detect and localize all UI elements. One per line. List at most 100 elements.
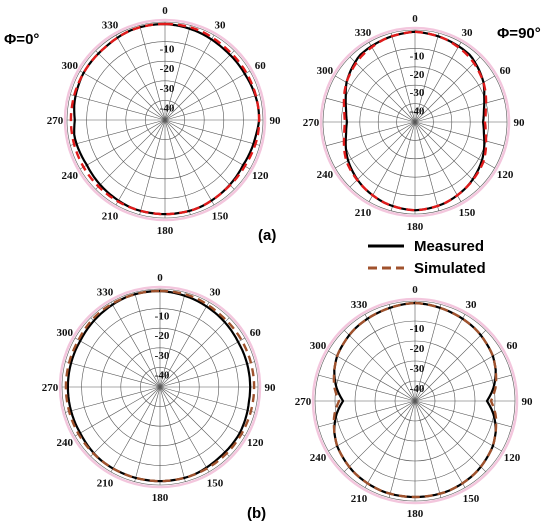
angle-tick-label: 330 [97, 287, 114, 299]
angle-tick-label: 60 [250, 327, 262, 339]
grid-spoke [318, 400, 416, 428]
series-measured-line [66, 289, 252, 483]
angle-tick-label: 90 [514, 117, 526, 129]
angle-tick-label: 300 [317, 65, 334, 77]
grid-spoke [164, 119, 251, 170]
angle-tick-label: 60 [506, 340, 518, 352]
grid-spoke [74, 386, 161, 437]
grid-spoke [364, 400, 416, 488]
angle-tick-label: 30 [466, 299, 478, 311]
angle-tick-label: 330 [351, 299, 368, 311]
angle-tick-label: 120 [504, 452, 521, 464]
angle-tick-label: 120 [497, 169, 514, 181]
grid-spoke [110, 386, 161, 473]
grid-spoke [159, 386, 246, 437]
grid-spoke [74, 337, 161, 388]
grid-spoke [134, 292, 161, 388]
grid-spoke [344, 400, 416, 472]
radial-tick-label: -40 [160, 102, 175, 114]
grid-spoke [388, 400, 416, 498]
radial-tick-label: -10 [160, 44, 175, 56]
grid-spoke [139, 25, 166, 121]
grid-spoke [164, 119, 260, 146]
grid-spoke [79, 70, 166, 121]
grid-spoke [326, 121, 416, 147]
angle-tick-label: 210 [97, 477, 114, 489]
grid-spoke [335, 75, 416, 123]
grid-spoke [159, 361, 255, 388]
grid-spoke [328, 350, 416, 402]
grid-spoke [414, 350, 502, 402]
grid-spoke [414, 56, 481, 123]
angle-tick-label: 180 [407, 221, 424, 233]
radial-tick-label: -30 [410, 363, 425, 375]
angle-tick-label: 150 [212, 210, 229, 222]
grid-spoke [70, 94, 166, 121]
grid-spoke [110, 301, 161, 388]
angle-tick-label: 90 [265, 382, 277, 394]
grid-spoke [159, 386, 255, 413]
grid-spoke [344, 330, 416, 402]
angle-tick-label: 270 [295, 396, 312, 408]
angle-tick-label: 240 [61, 170, 78, 182]
grid-spoke [164, 119, 235, 190]
grid-spoke [414, 97, 504, 123]
radial-tick-label: -10 [410, 50, 425, 62]
grid-spoke [368, 42, 416, 123]
panel-label-b: (b) [247, 505, 266, 522]
grid-spoke [414, 75, 495, 123]
angle-tick-label: 180 [152, 492, 169, 504]
angle-tick-label: 210 [355, 207, 372, 219]
series-measured-line [344, 30, 486, 212]
series-measured-line [73, 22, 261, 216]
grid-spoke [390, 33, 416, 123]
angle-tick-label: 270 [47, 115, 64, 127]
polar-plot-b-phi0: 0 30 60 90 120 150 180 210 240 270 300 330 -10 -20 -30… [42, 272, 276, 504]
angle-tick-label: 240 [310, 452, 327, 464]
radial-tick-label: -30 [410, 87, 425, 99]
radial-tick-label: -20 [410, 343, 425, 355]
polar-plot-a-phi90: 0 30 60 90 120 150 180 210 240 270 300 330 -10 -20 -30… [303, 13, 525, 233]
grid-spoke [414, 400, 442, 498]
grid-spoke [159, 292, 186, 388]
panel-label-a: (a) [258, 227, 276, 244]
grid-spoke [164, 94, 260, 121]
angle-tick-label: 0 [157, 272, 163, 284]
grid-spoke [159, 337, 246, 388]
grid-spoke [95, 119, 166, 190]
angle-tick-label: 90 [270, 115, 282, 127]
grid-spoke [164, 119, 191, 215]
grid-spoke [390, 121, 416, 211]
grid-spoke [115, 119, 166, 206]
outer-ring [319, 26, 511, 218]
angle-tick-label: 300 [56, 327, 73, 339]
phi-right-label: Φ=90° [497, 25, 541, 42]
radial-tick-label: -20 [155, 330, 170, 342]
grid-spoke [159, 317, 230, 388]
radial-tick-label: -10 [155, 311, 170, 323]
phi-left-label: Φ=0° [4, 31, 39, 48]
grid-spoke [414, 314, 466, 402]
angle-tick-label: 30 [210, 287, 222, 299]
grid-spoke [70, 119, 166, 146]
grid-spoke [65, 386, 161, 413]
grid-spoke [328, 400, 416, 452]
angle-tick-label: 270 [303, 117, 320, 129]
angle-tick-label: 240 [317, 169, 334, 181]
angle-tick-label: 30 [215, 20, 227, 32]
angle-tick-label: 210 [102, 210, 119, 222]
angle-tick-label: 120 [252, 170, 269, 182]
grid-spoke [164, 119, 215, 206]
grid-spoke [326, 97, 416, 123]
grid-spoke [349, 121, 416, 188]
angle-tick-label: 180 [157, 225, 174, 237]
grid-spoke [414, 304, 442, 402]
legend-simulated-label: Simulated [414, 260, 486, 277]
outer-ring [311, 297, 519, 505]
grid-spoke [414, 330, 486, 402]
radial-tick-label: -30 [155, 350, 170, 362]
outer-ring [63, 18, 267, 222]
grid-spoke [414, 400, 502, 452]
angle-tick-label: 300 [61, 60, 78, 72]
